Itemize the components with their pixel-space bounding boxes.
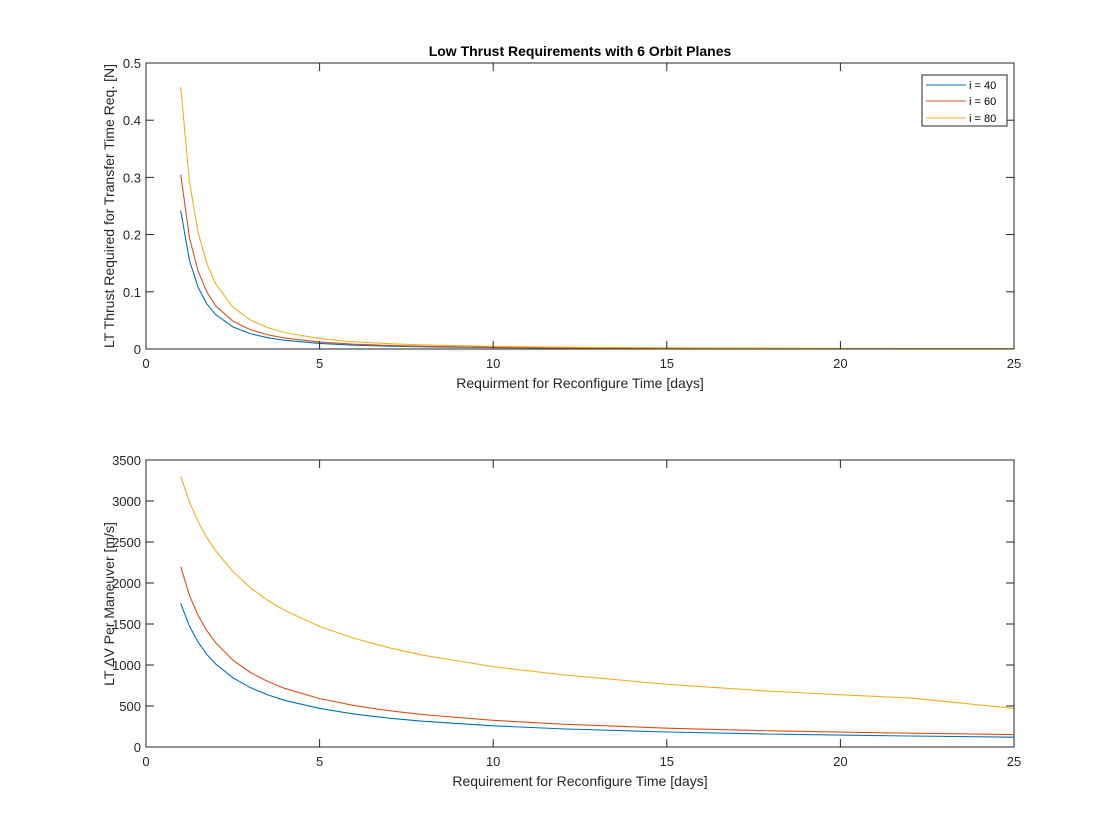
- bottom-y-tick-label: 1000: [112, 658, 141, 673]
- top-series-line-i-80: [180, 86, 1015, 350]
- bottom-y-tick-label: 3500: [112, 453, 141, 468]
- bottom-y-tick-label: 1500: [112, 617, 141, 632]
- bottom-x-tick-label: 15: [660, 754, 674, 769]
- top-y-tick-label: 0.4: [123, 113, 141, 128]
- legend-label-i-80: i = 80: [969, 113, 996, 125]
- legend-label-i-60: i = 60: [969, 96, 996, 108]
- top-chart-title: Low Thrust Requirements with 6 Orbit Pla…: [429, 43, 732, 59]
- bottom-x-tick-label: 10: [486, 754, 500, 769]
- top-x-tick-label: 20: [833, 356, 847, 371]
- top-plot-area: [146, 63, 1014, 349]
- top-y-tick-label: 0.2: [123, 228, 141, 243]
- top-subplot: 0 5 10 15 20 25 0 0.1 0.2 0.3 0.4 0.5 Low Thrust Re…: [101, 43, 1021, 391]
- bottom-series-line-series-2: [180, 476, 1015, 710]
- top-y-axis-label: LT Thrust Required for Transfer Time Req…: [101, 64, 117, 348]
- bottom-y-tick-label: 0: [134, 740, 141, 755]
- top-x-tick-label: 10: [486, 356, 500, 371]
- top-y-tick-label: 0.3: [123, 170, 141, 185]
- top-y-tick-label: 0.1: [123, 285, 141, 300]
- legend-label-i-40: i = 40: [969, 80, 996, 92]
- top-x-tick-label: 5: [316, 356, 323, 371]
- bottom-series-line-series-0: [180, 603, 1015, 738]
- top-y-tick-label: 0.5: [123, 56, 141, 71]
- bottom-ticks-group: 0 5 10 15 20 25 0 500 1000 1500 2000 2500 3000 3500: [112, 453, 1021, 769]
- bottom-x-axis-label: Requirement for Reconfigure Time [days]: [452, 773, 707, 789]
- bottom-y-axis-label: LT ΔV Per Maneuver [m/s]: [101, 522, 117, 686]
- top-y-tick-label: 0: [134, 342, 141, 357]
- bottom-y-tick-label: 500: [119, 699, 141, 714]
- top-x-tick-label: 25: [1007, 356, 1021, 371]
- bottom-x-tick-label: 5: [316, 754, 323, 769]
- bottom-plot-area: [146, 460, 1014, 747]
- top-axes-box: [145, 62, 1015, 350]
- bottom-axes-box: [145, 459, 1015, 748]
- bottom-series-group: [180, 476, 1015, 738]
- bottom-x-tick-label: 25: [1007, 754, 1021, 769]
- bottom-x-tick-label: 20: [833, 754, 847, 769]
- bottom-subplot: 0 5 10 15 20 25 0 500 1000 1500 2000 2500 3000 3500 R…: [101, 453, 1021, 789]
- top-legend: i = 40 i = 60 i = 80: [921, 74, 1008, 127]
- top-x-axis-label: Requirment for Reconfigure Time [days]: [456, 375, 703, 391]
- top-x-tick-label: 15: [660, 356, 674, 371]
- bottom-series-line-series-1: [180, 566, 1015, 736]
- top-x-tick-label: 0: [142, 356, 149, 371]
- bottom-y-tick-label: 2000: [112, 576, 141, 591]
- bottom-x-tick-label: 0: [142, 754, 149, 769]
- top-ticks-group: 0 5 10 15 20 25 0 0.1 0.2 0.3 0.4 0.5: [123, 56, 1021, 371]
- bottom-y-tick-label: 3000: [112, 494, 141, 509]
- bottom-y-tick-label: 2500: [112, 535, 141, 550]
